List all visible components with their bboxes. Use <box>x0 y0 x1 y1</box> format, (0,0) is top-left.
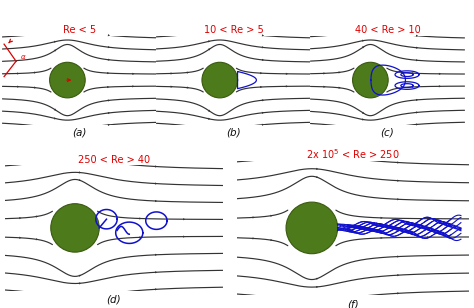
Text: (a): (a) <box>72 127 87 137</box>
Title: 40 < Re > 10: 40 < Re > 10 <box>355 26 420 35</box>
Circle shape <box>50 62 85 98</box>
Title: Re < 5: Re < 5 <box>63 26 96 35</box>
Text: (c): (c) <box>381 127 394 137</box>
Circle shape <box>353 62 388 98</box>
Title: 250 < Re > 40: 250 < Re > 40 <box>78 155 150 165</box>
Title: 10 < Re > 5: 10 < Re > 5 <box>203 26 264 35</box>
Circle shape <box>202 62 237 98</box>
Text: (b): (b) <box>226 127 241 137</box>
Circle shape <box>51 204 99 252</box>
Text: (d): (d) <box>107 295 121 305</box>
Text: (f): (f) <box>347 299 359 308</box>
Text: $\alpha$: $\alpha$ <box>20 53 27 61</box>
Title: 2x 10$^5$ < Re > 250: 2x 10$^5$ < Re > 250 <box>306 147 400 161</box>
Circle shape <box>286 202 337 254</box>
